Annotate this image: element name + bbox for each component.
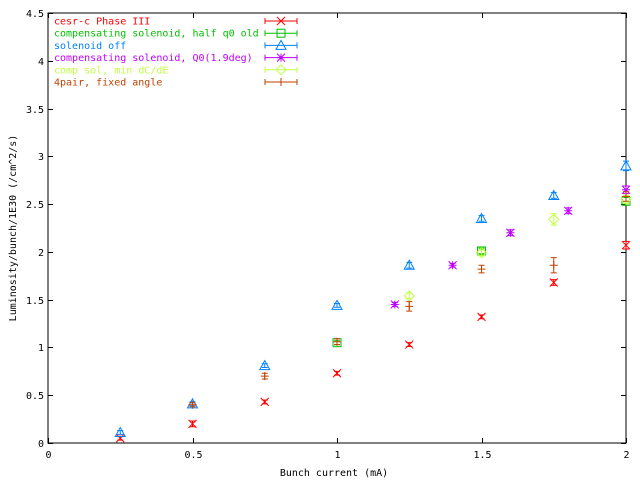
series-6 [188, 191, 630, 409]
y-tick-label: 1.5 [26, 296, 44, 307]
data-point [332, 368, 342, 378]
legend-marker [276, 28, 286, 38]
data-point [448, 260, 457, 270]
data-point [258, 359, 271, 371]
series-5 [403, 193, 632, 302]
data-point [622, 192, 630, 201]
data-point [188, 419, 197, 429]
legend-line [264, 42, 298, 49]
data-point [188, 400, 197, 409]
y-tick-label: 2 [38, 248, 44, 259]
data-point [477, 312, 486, 322]
data-point [331, 299, 343, 310]
legend-label: solenoid off [54, 41, 126, 52]
y-tick-label: 2.5 [26, 200, 44, 211]
data-point [115, 433, 125, 443]
legend-line [264, 30, 298, 37]
data-point [405, 302, 414, 311]
x-tick-label: 1.5 [473, 450, 491, 461]
y-tick-label: 4.5 [26, 9, 44, 20]
data-point [506, 228, 515, 238]
legend-marker [275, 64, 287, 76]
data-point [260, 372, 269, 381]
tick-marks: 0 0.5 1 1.5 2 0 0.5 1 1.5 2 2.5 3 3.5 4 4.5 [26, 9, 630, 461]
legend-marker [277, 78, 285, 86]
series-1 [115, 240, 631, 443]
series-4 [390, 185, 631, 309]
data-point [621, 185, 631, 195]
data-point [404, 340, 414, 349]
y-tick-label: 4 [38, 57, 44, 68]
data-point [620, 193, 632, 206]
legend-label: comp sol, min dC/dE [54, 65, 168, 76]
legend-marker [275, 39, 287, 50]
y-tick-label: 1 [38, 343, 44, 354]
legend-marker [276, 53, 286, 62]
error-bar [550, 192, 557, 199]
data-point [549, 278, 559, 287]
y-tick-label: 3.5 [26, 105, 44, 116]
x-tick-label: 0.5 [184, 450, 202, 461]
data-point [403, 290, 415, 302]
series-3 [114, 159, 632, 437]
legend-label: 4pair, fixed angle [54, 78, 162, 89]
data-point [549, 261, 558, 270]
error-bar [550, 213, 557, 226]
legend-line [264, 66, 298, 73]
y-tick-label: 3 [38, 152, 44, 163]
legend-label: compensating solenoid, Q0(1.9deg) [54, 53, 253, 64]
data-point [621, 240, 631, 250]
legend-marker [276, 16, 286, 26]
legend-label: cesr-c Phase III [54, 17, 150, 28]
data-point [620, 159, 632, 171]
x-tick-label: 1 [334, 450, 340, 461]
series-layer [114, 159, 632, 443]
y-tick-label: 0.5 [26, 391, 44, 402]
data-point [390, 300, 400, 309]
x-axis-label: Bunch current (mA) [280, 468, 388, 479]
data-point [548, 213, 560, 226]
legend-label: compensating solenoid, half q0 old [54, 29, 259, 40]
data-point [114, 426, 127, 437]
data-point [475, 247, 488, 259]
error-bar [406, 261, 413, 269]
data-point [475, 212, 488, 223]
y-axis-label: Luminosity/bunch/1E30 (/cm^2/s) [8, 135, 19, 322]
data-point [333, 337, 341, 346]
data-point [547, 189, 560, 201]
data-point [477, 265, 486, 274]
data-point [260, 397, 270, 407]
y-tick-label: 0 [38, 439, 44, 450]
data-point [403, 259, 416, 270]
data-point [563, 206, 573, 216]
x-tick-label: 0 [45, 450, 51, 461]
x-tick-label: 2 [623, 450, 629, 461]
error-bar [478, 215, 485, 222]
